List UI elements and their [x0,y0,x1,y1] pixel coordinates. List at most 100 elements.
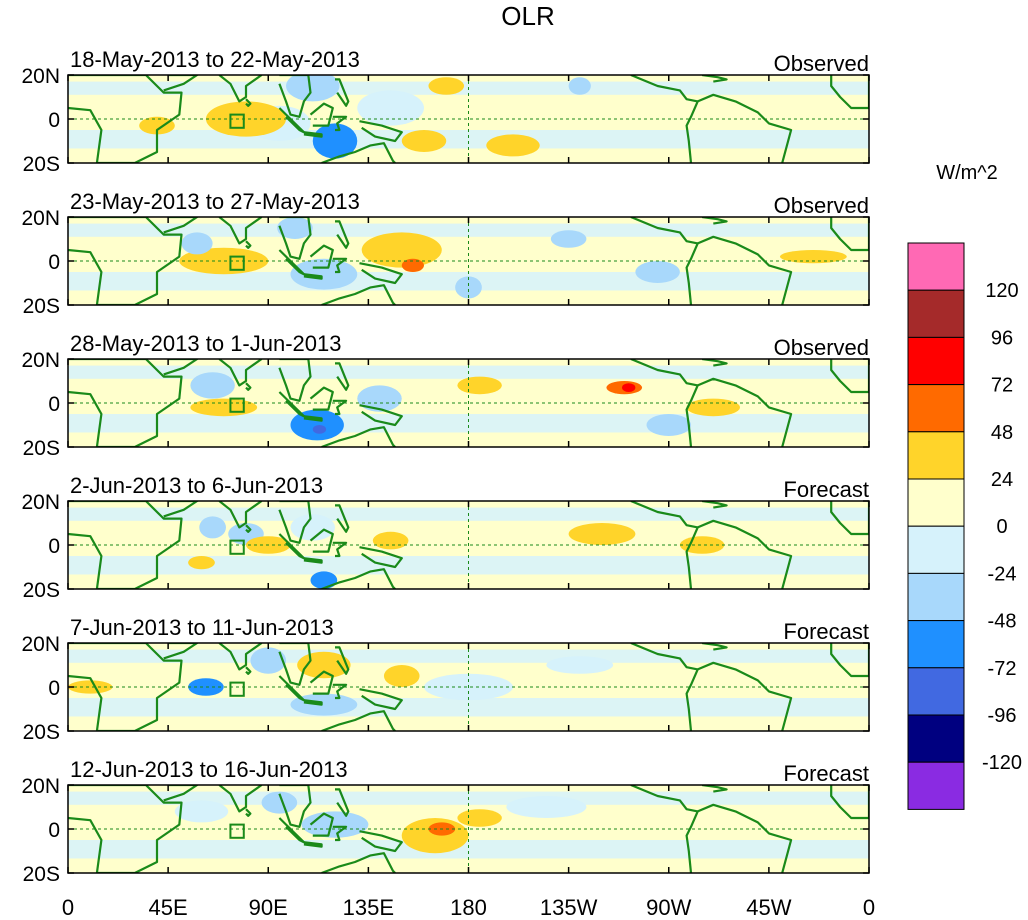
colorbar-legend: 120 96 72 48 24 0 -24 -48 -72 -96 -120 [907,242,1022,810]
x-tick-label: 135W [540,895,598,920]
sulawesi-outline [332,825,348,842]
australia-outline [321,426,396,447]
australia-outline [321,710,396,731]
olr-anomaly-blob [139,116,175,135]
west-africa-outline [830,75,869,110]
indochina-outline [278,359,312,402]
x-axis: 0 45E 90E 135E 180 135W 90W 45W 0 [62,895,875,920]
sri-lanka-outline [245,98,252,107]
olr-anomaly-blob [277,217,313,239]
weak-negative-band [68,556,869,575]
south-america-outline [685,803,793,873]
indochina-outline [278,217,312,260]
africa-outline [68,217,183,305]
sri-lanka-outline [245,524,252,533]
legend-color-box [907,667,965,716]
panel-period-label: 23-May-2013 to 27-May-2013 [70,189,360,214]
africa-outline [68,785,183,873]
legend-color-box [907,620,965,669]
arabia-outline [163,217,199,234]
olr-anomaly-blob [357,90,424,126]
x-tick-label: 90W [646,895,691,920]
legend-label: 0 [996,516,1007,538]
caribbean-outline [701,643,728,651]
philippines-outline [335,504,350,533]
olr-anomaly-blob [290,514,335,541]
new-guinea-outline [359,688,403,711]
olr-anomaly-blob [550,230,587,248]
java-outline [303,557,323,564]
australia-outline [321,568,396,589]
olr-anomaly-blob [383,665,420,687]
indochina-outline [278,501,312,544]
india-outline [218,643,263,671]
olr-anomaly-blob [312,425,327,434]
legend-color-box [907,714,965,763]
map-panel: 20N 0 20S 12-Jun-2013 to 16-Jun-2013 Forecas… [21,757,870,886]
panel-type-label: Forecast [783,761,869,786]
sulawesi-outline [332,541,348,558]
olr-anomaly-blob [290,693,358,716]
olr-anomaly-blob [310,571,338,589]
central-america-outline [630,785,698,813]
sri-lanka-outline [245,382,252,391]
legend-color-box [907,572,965,622]
y-tick-label: 20S [23,721,60,744]
west-africa-outline [830,359,869,394]
olr-anomaly-blob [401,818,469,854]
map-panel: 20N 0 20S 18-May-2013 to 22-May-2013 Observe… [21,47,870,176]
olr-field [68,75,869,163]
panel-period-label: 7-Jun-2013 to 11-Jun-2013 [70,615,334,640]
sri-lanka-outline [245,240,252,249]
olr-anomaly-blob [486,134,540,157]
west-africa-outline [830,217,869,252]
java-outline [303,273,323,280]
olr-field [68,217,869,305]
legend-color-box [907,478,965,527]
y-tick-label: 0 [48,109,60,132]
borneo-outline [309,386,334,411]
olr-anomaly-blob [780,250,847,264]
olr-anomaly-blob [455,276,482,299]
x-tick-label: 90E [249,895,288,920]
indochina-outline [278,643,312,686]
panel-type-label: Observed [774,51,869,76]
y-tick-label: 20N [21,349,60,372]
caribbean-outline [701,217,728,225]
panel-type-label: Forecast [783,477,869,502]
olr-anomaly-blob [290,258,358,290]
south-america-outline [685,93,793,163]
central-america-outline [630,501,698,529]
olr-anomaly-blob [357,385,402,412]
new-guinea-outline [359,830,403,853]
map-panel: 20N 0 20S 2-Jun-2013 to 6-Jun-2013 Forecast [21,473,870,602]
panel-period-label: 2-Jun-2013 to 6-Jun-2013 [70,473,323,498]
panels: 20N 0 20S 18-May-2013 to 22-May-2013 Observe… [21,47,870,886]
figure-title: OLR [501,1,554,31]
australia-outline [321,852,396,873]
borneo-outline [309,102,334,127]
y-tick-label: 0 [48,393,60,416]
reference-box [229,397,245,413]
olr-anomaly-blob [205,101,287,137]
legend-color-box [907,431,965,480]
y-tick-label: 20N [21,633,60,656]
philippines-outline [335,362,350,391]
philippines-outline [335,220,350,249]
y-tick-label: 0 [48,677,60,700]
olr-anomaly-blob [174,800,229,823]
olr-anomaly-blob [568,523,636,545]
olr-anomaly-blob [686,398,740,417]
java-outline [303,415,323,422]
panel-type-label: Observed [774,193,869,218]
borneo-outline [309,528,334,553]
philippines-outline [335,788,350,817]
legend-label: -48 [988,611,1017,633]
borneo-outline [309,812,334,837]
legend-label: 48 [991,422,1013,444]
units-label: W/m^2 [936,162,998,184]
reference-box [229,539,245,555]
australia-outline [321,142,396,163]
y-tick-label: 20S [23,295,60,318]
africa-outline [68,643,183,731]
